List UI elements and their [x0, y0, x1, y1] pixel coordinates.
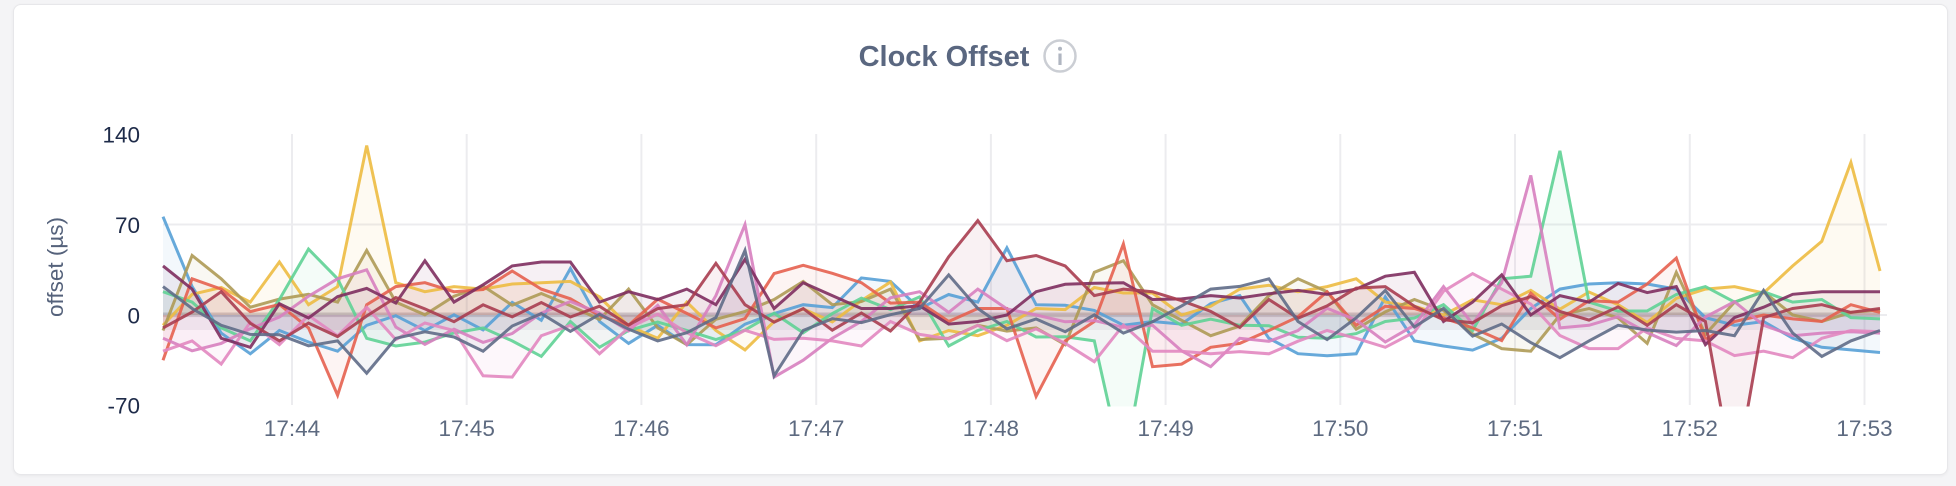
svg-text:17:48: 17:48: [963, 416, 1019, 441]
svg-text:70: 70: [115, 213, 140, 238]
svg-text:17:44: 17:44: [264, 416, 320, 441]
svg-text:140: 140: [102, 123, 140, 148]
svg-text:17:53: 17:53: [1836, 416, 1892, 441]
svg-text:Clock Offset: Clock Offset: [859, 41, 1030, 73]
svg-text:17:46: 17:46: [613, 416, 669, 441]
svg-text:17:51: 17:51: [1487, 416, 1543, 441]
svg-text:offset (µs): offset (µs): [43, 217, 68, 317]
svg-text:0: 0: [127, 304, 140, 329]
svg-text:17:50: 17:50: [1312, 416, 1368, 441]
svg-text:17:49: 17:49: [1137, 416, 1193, 441]
svg-text:17:47: 17:47: [788, 416, 844, 441]
svg-text:-70: -70: [107, 394, 140, 419]
svg-text:17:52: 17:52: [1662, 416, 1718, 441]
svg-text:17:45: 17:45: [439, 416, 495, 441]
